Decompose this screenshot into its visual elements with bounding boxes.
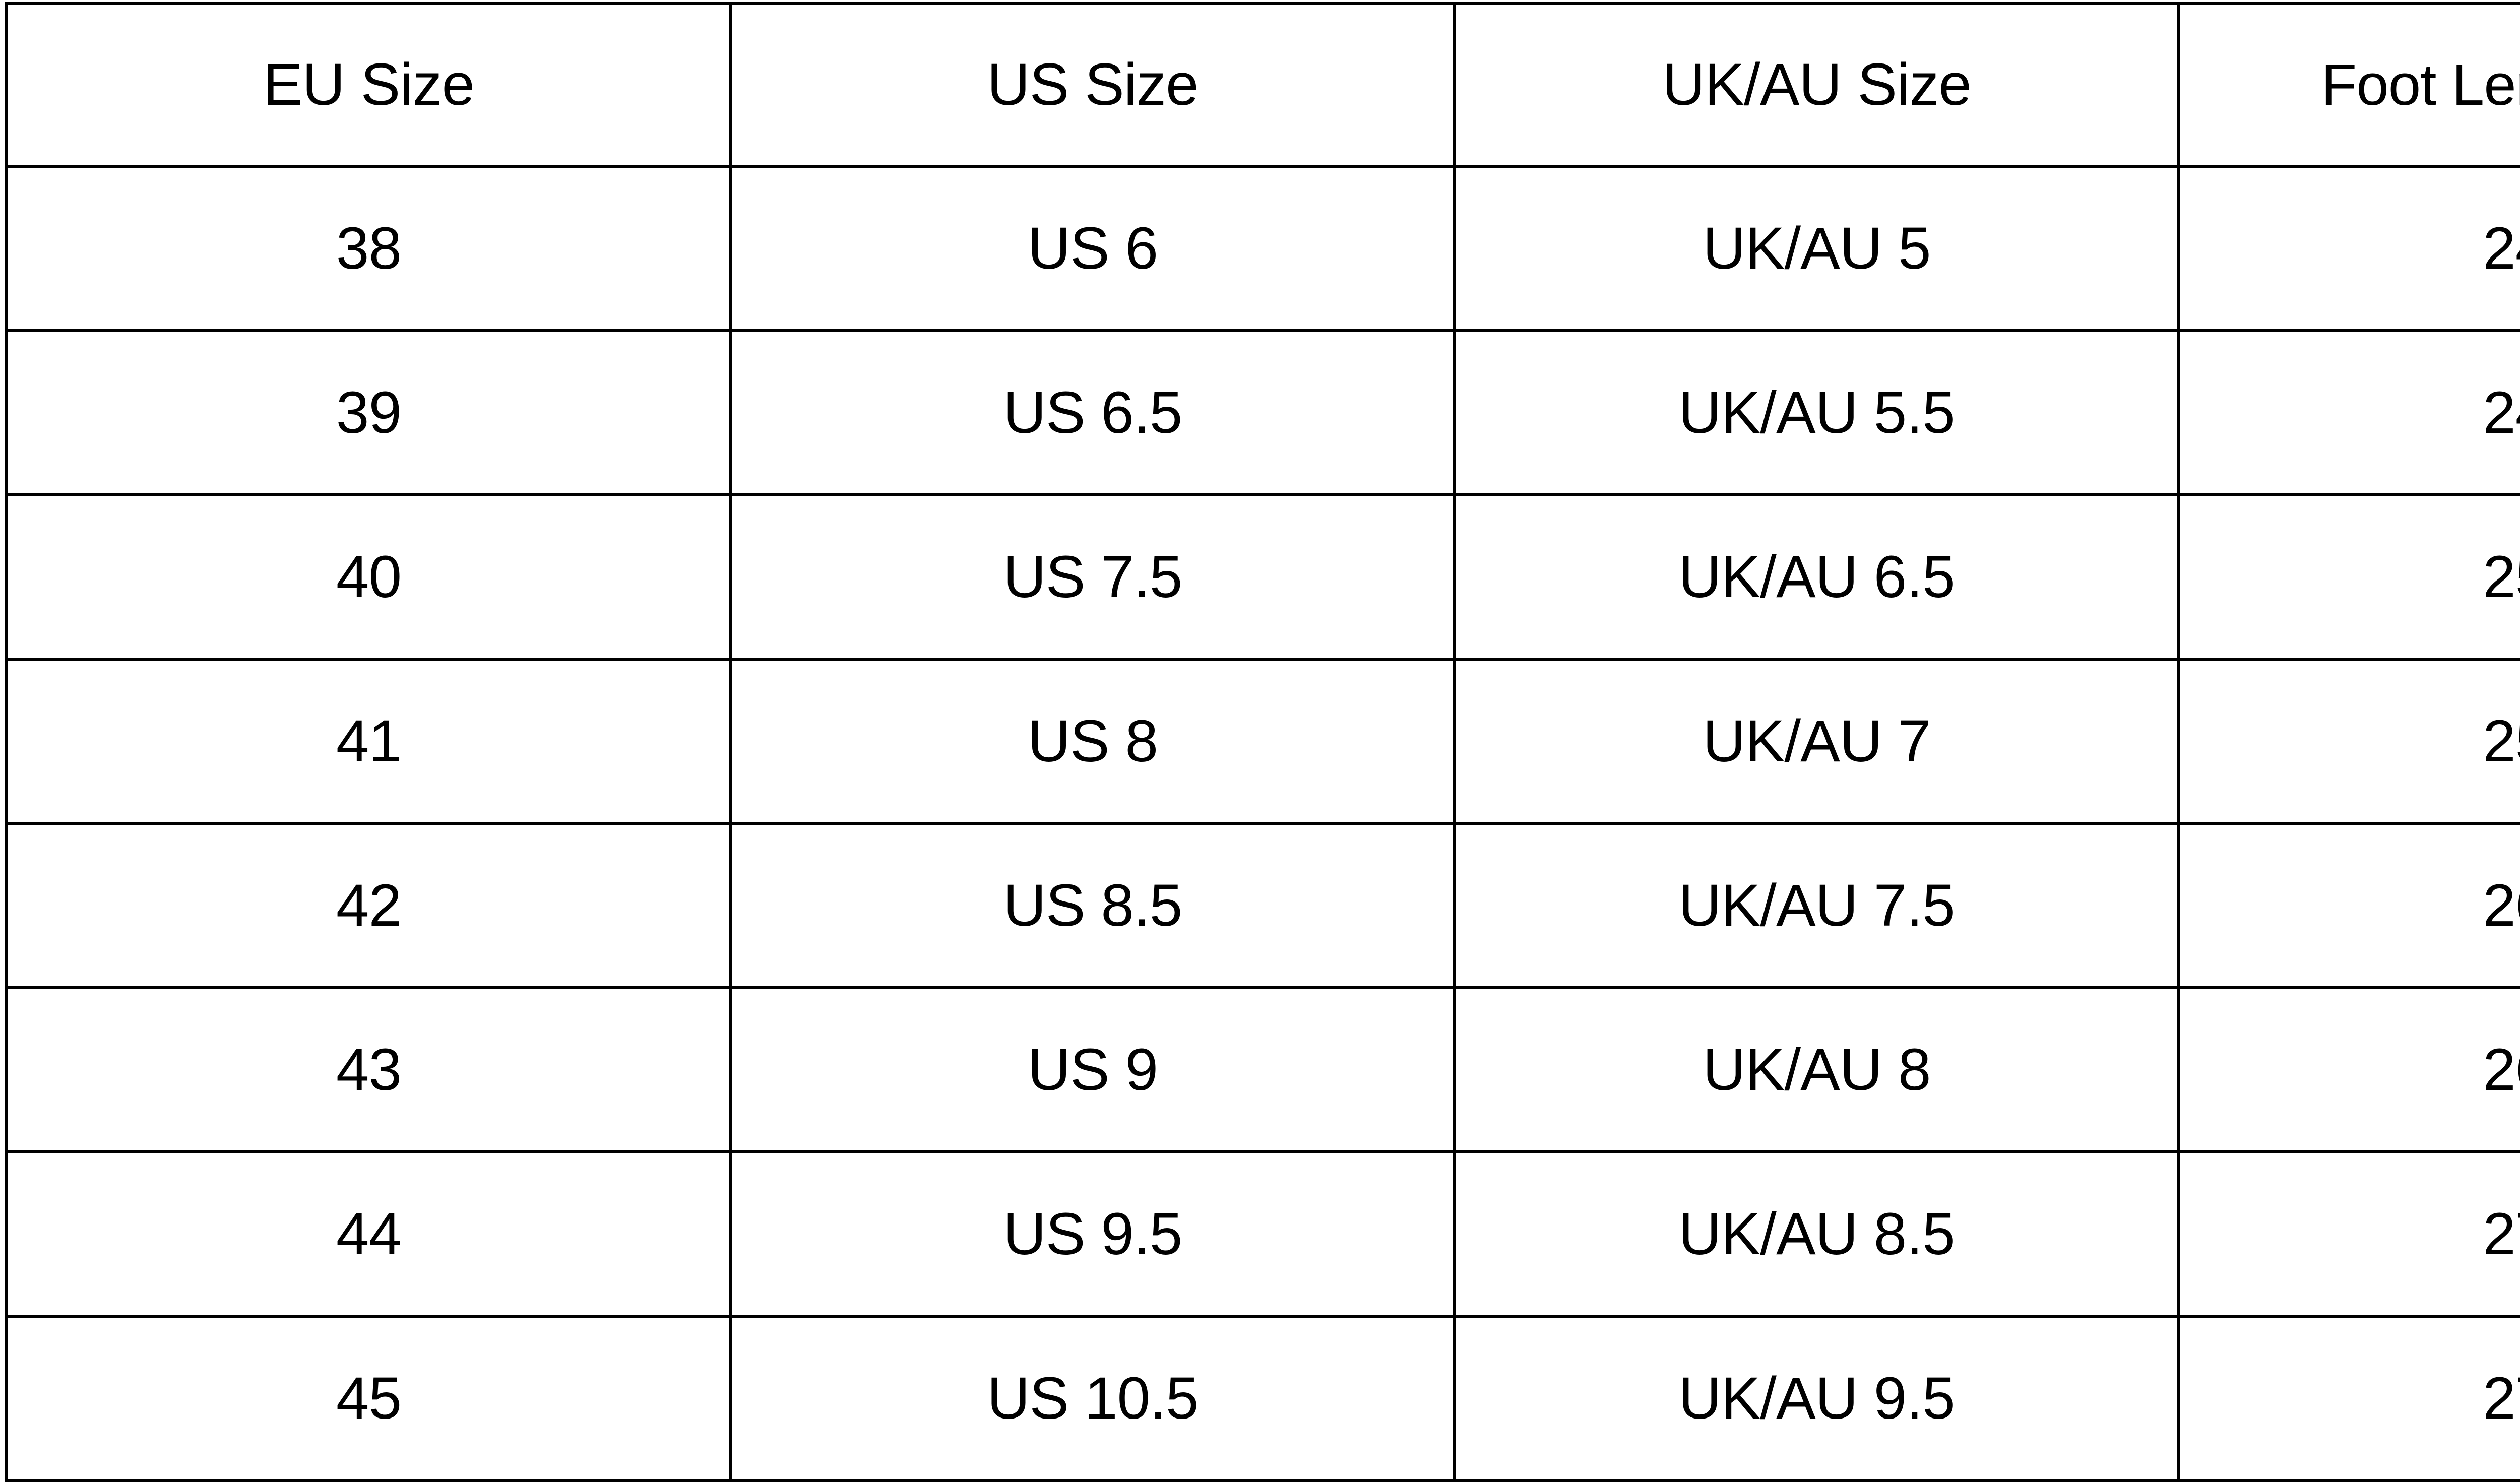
cell-ukau: UK/AU 5.5 bbox=[1453, 329, 2180, 496]
cell-eu: 40 bbox=[5, 493, 732, 661]
cell-us: US 8 bbox=[729, 658, 1456, 825]
cell-ukau: UK/AU 8 bbox=[1453, 986, 2180, 1153]
table-header: EU Size US Size UK/AU Size Foot Length (… bbox=[5, 2, 2520, 168]
cell-us: US 10.5 bbox=[729, 1315, 1456, 1482]
cell-foot: 25.0 bbox=[2177, 493, 2520, 661]
table-header-row: EU Size US Size UK/AU Size Foot Length (… bbox=[5, 2, 2520, 168]
cell-ukau: UK/AU 7.5 bbox=[1453, 822, 2180, 989]
size-conversion-table: EU Size US Size UK/AU Size Foot Length (… bbox=[5, 2, 2520, 1482]
cell-eu: 41 bbox=[5, 658, 732, 825]
cell-eu: 39 bbox=[5, 329, 732, 496]
column-header-eu-size: EU Size bbox=[5, 2, 732, 168]
cell-us: US 6.5 bbox=[729, 329, 1456, 496]
cell-ukau: UK/AU 7 bbox=[1453, 658, 2180, 825]
column-header-foot-length: Foot Length (cm) bbox=[2177, 2, 2520, 168]
cell-ukau: UK/AU 9.5 bbox=[1453, 1315, 2180, 1482]
cell-ukau: UK/AU 6.5 bbox=[1453, 493, 2180, 661]
cell-eu: 45 bbox=[5, 1315, 732, 1482]
cell-ukau: UK/AU 8.5 bbox=[1453, 1150, 2180, 1318]
cell-eu: 38 bbox=[5, 165, 732, 332]
cell-eu: 44 bbox=[5, 1150, 732, 1318]
cell-foot: 26.5 bbox=[2177, 986, 2520, 1153]
cell-foot: 27.0 bbox=[2177, 1150, 2520, 1318]
cell-foot: 24.0 bbox=[2177, 165, 2520, 332]
cell-ukau: UK/AU 5 bbox=[1453, 165, 2180, 332]
size-conversion-chart: EU Size US Size UK/AU Size Foot Length (… bbox=[5, 2, 2520, 1482]
cell-us: US 6 bbox=[729, 165, 1456, 332]
cell-foot: 27.5 bbox=[2177, 1315, 2520, 1482]
cell-us: US 7.5 bbox=[729, 493, 1456, 661]
cell-eu: 43 bbox=[5, 986, 732, 1153]
cell-us: US 8.5 bbox=[729, 822, 1456, 989]
cell-us: US 9.5 bbox=[729, 1150, 1456, 1318]
cell-foot: 25.5 bbox=[2177, 658, 2520, 825]
cell-foot: 26.0 bbox=[2177, 822, 2520, 989]
cell-us: US 9 bbox=[729, 986, 1456, 1153]
column-header-us-size: US Size bbox=[729, 2, 1456, 168]
cell-foot: 24.5 bbox=[2177, 329, 2520, 496]
cell-eu: 42 bbox=[5, 822, 732, 989]
column-header-ukau-size: UK/AU Size bbox=[1453, 2, 2180, 168]
